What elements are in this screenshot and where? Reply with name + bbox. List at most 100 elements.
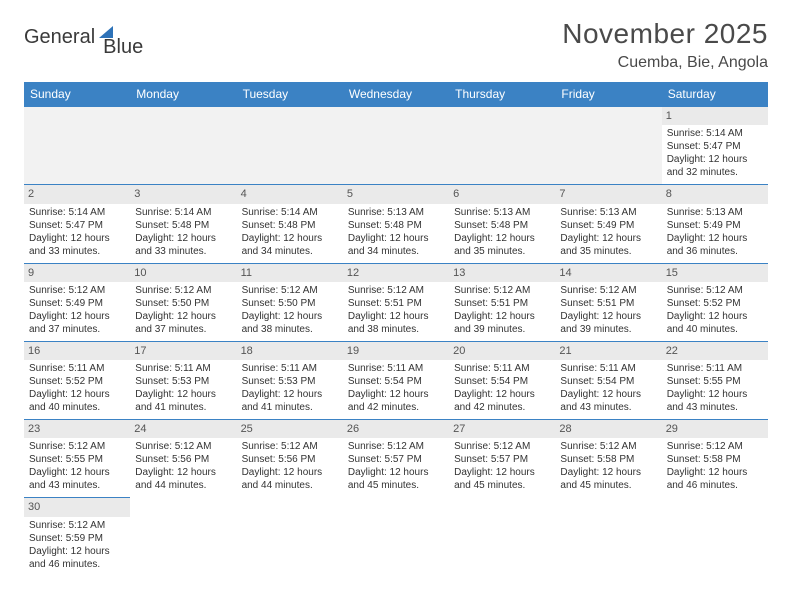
day-info-line: Daylight: 12 hours and 39 minutes.	[560, 310, 656, 336]
day-info-line: Sunrise: 5:14 AM	[667, 127, 763, 140]
day-info-line: Daylight: 12 hours and 40 minutes.	[667, 310, 763, 336]
calendar-cell-empty	[130, 498, 236, 576]
weekday-header: Thursday	[449, 82, 555, 107]
calendar-cell: 25Sunrise: 5:12 AMSunset: 5:56 PMDayligh…	[237, 420, 343, 498]
day-info-line: Sunset: 5:57 PM	[454, 453, 550, 466]
day-info-line: Sunset: 5:50 PM	[135, 297, 231, 310]
day-info-line: Daylight: 12 hours and 35 minutes.	[560, 232, 656, 258]
day-info-line: Daylight: 12 hours and 38 minutes.	[348, 310, 444, 336]
day-info-line: Daylight: 12 hours and 46 minutes.	[667, 466, 763, 492]
calendar-cell: 10 Sunrise: 5:12 AMSunset: 5:50 PMDayligh…	[130, 263, 236, 341]
day-number: 5	[343, 185, 449, 203]
calendar-cell: 18Sunrise: 5:11 AMSunset: 5:53 PMDayligh…	[237, 341, 343, 419]
calendar-cell: 7Sunrise: 5:13 AMSunset: 5:49 PMDaylight…	[555, 185, 661, 263]
day-number: 17	[130, 342, 236, 360]
calendar-cell: 27Sunrise: 5:12 AMSunset: 5:57 PMDayligh…	[449, 420, 555, 498]
day-number: 22	[662, 342, 768, 360]
calendar-cell-empty	[130, 107, 236, 185]
calendar-cell: 8Sunrise: 5:13 AMSunset: 5:49 PMDaylight…	[662, 185, 768, 263]
day-info-line: Daylight: 12 hours and 37 minutes.	[135, 310, 231, 336]
day-number: 14	[555, 264, 661, 282]
day-info-line: Sunset: 5:55 PM	[667, 375, 763, 388]
day-info-line: Daylight: 12 hours and 39 minutes.	[454, 310, 550, 336]
day-number: 13	[449, 264, 555, 282]
calendar-cell-empty	[24, 107, 130, 185]
weekday-header: Monday	[130, 82, 236, 107]
day-info-line: Sunrise: 5:12 AM	[135, 440, 231, 453]
day-number: 19	[343, 342, 449, 360]
day-info-line: Sunset: 5:56 PM	[135, 453, 231, 466]
calendar-cell: 2Sunrise: 5:14 AMSunset: 5:47 PMDaylight…	[24, 185, 130, 263]
day-info-line: Sunrise: 5:12 AM	[348, 284, 444, 297]
day-number: 12	[343, 264, 449, 282]
day-info-line: Daylight: 12 hours and 32 minutes.	[667, 153, 763, 179]
page-header: General Blue November 2025 Cuemba, Bie, …	[24, 18, 768, 72]
calendar-cell: 16Sunrise: 5:11 AMSunset: 5:52 PMDayligh…	[24, 341, 130, 419]
calendar-cell: 29Sunrise: 5:12 AMSunset: 5:58 PMDayligh…	[662, 420, 768, 498]
title-block: November 2025 Cuemba, Bie, Angola	[562, 18, 768, 72]
calendar-cell: 28Sunrise: 5:12 AMSunset: 5:58 PMDayligh…	[555, 420, 661, 498]
day-info-line: Daylight: 12 hours and 38 minutes.	[242, 310, 338, 336]
day-number: 23	[24, 420, 130, 438]
day-info-line: Sunset: 5:49 PM	[29, 297, 125, 310]
calendar-cell-empty	[237, 498, 343, 576]
day-info-line: Daylight: 12 hours and 45 minutes.	[348, 466, 444, 492]
day-info-line: Sunset: 5:47 PM	[29, 219, 125, 232]
day-number: 21	[555, 342, 661, 360]
day-info-line: Daylight: 12 hours and 45 minutes.	[454, 466, 550, 492]
calendar-cell: 11Sunrise: 5:12 AMSunset: 5:50 PMDayligh…	[237, 263, 343, 341]
day-number: 30	[24, 498, 130, 516]
day-info-line: Daylight: 12 hours and 42 minutes.	[454, 388, 550, 414]
day-info-line: Sunset: 5:52 PM	[667, 297, 763, 310]
day-info-line: Sunrise: 5:12 AM	[29, 519, 125, 532]
day-info-line: Sunrise: 5:11 AM	[667, 362, 763, 375]
calendar-cell: 20Sunrise: 5:11 AMSunset: 5:54 PMDayligh…	[449, 341, 555, 419]
day-info-line: Sunrise: 5:11 AM	[242, 362, 338, 375]
day-info-line: Daylight: 12 hours and 41 minutes.	[242, 388, 338, 414]
day-info-line: Sunset: 5:51 PM	[560, 297, 656, 310]
day-info-line: Sunset: 5:51 PM	[348, 297, 444, 310]
weekday-header: Friday	[555, 82, 661, 107]
day-info-line: Sunrise: 5:13 AM	[667, 206, 763, 219]
day-number: 10	[130, 264, 236, 282]
day-info-line: Sunrise: 5:12 AM	[667, 284, 763, 297]
calendar-cell: 1Sunrise: 5:14 AMSunset: 5:47 PMDaylight…	[662, 107, 768, 185]
day-info-line: Sunset: 5:48 PM	[454, 219, 550, 232]
day-info-line: Sunset: 5:54 PM	[454, 375, 550, 388]
calendar-cell: 19Sunrise: 5:11 AMSunset: 5:54 PMDayligh…	[343, 341, 449, 419]
logo-text-blue: Blue	[103, 36, 143, 59]
day-number: 15	[662, 264, 768, 282]
day-info-line: Daylight: 12 hours and 34 minutes.	[242, 232, 338, 258]
calendar-cell-empty	[237, 107, 343, 185]
day-info-line: Sunrise: 5:14 AM	[29, 206, 125, 219]
calendar-cell: 4Sunrise: 5:14 AMSunset: 5:48 PMDaylight…	[237, 185, 343, 263]
calendar-body: 1Sunrise: 5:14 AMSunset: 5:47 PMDaylight…	[24, 107, 768, 576]
day-number: 3	[130, 185, 236, 203]
day-info-line: Sunset: 5:49 PM	[560, 219, 656, 232]
logo: General Blue	[24, 26, 143, 49]
calendar-row: 16Sunrise: 5:11 AMSunset: 5:52 PMDayligh…	[24, 341, 768, 419]
day-info-line: Sunrise: 5:12 AM	[135, 284, 231, 297]
day-info-line: Daylight: 12 hours and 35 minutes.	[454, 232, 550, 258]
day-info-line: Sunrise: 5:14 AM	[135, 206, 231, 219]
day-info-line: Sunrise: 5:11 AM	[348, 362, 444, 375]
day-info-line: Sunrise: 5:12 AM	[560, 440, 656, 453]
day-info-line: Sunset: 5:48 PM	[242, 219, 338, 232]
weekday-header: Sunday	[24, 82, 130, 107]
calendar-cell: 24Sunrise: 5:12 AMSunset: 5:56 PMDayligh…	[130, 420, 236, 498]
day-info-line: Sunrise: 5:11 AM	[560, 362, 656, 375]
calendar-cell: 17Sunrise: 5:11 AMSunset: 5:53 PMDayligh…	[130, 341, 236, 419]
day-info-line: Daylight: 12 hours and 43 minutes.	[667, 388, 763, 414]
day-info-line: Sunset: 5:58 PM	[560, 453, 656, 466]
calendar-cell-empty	[555, 498, 661, 576]
day-info-line: Sunrise: 5:13 AM	[560, 206, 656, 219]
calendar-cell: 3Sunrise: 5:14 AMSunset: 5:48 PMDaylight…	[130, 185, 236, 263]
day-info-line: Daylight: 12 hours and 45 minutes.	[560, 466, 656, 492]
calendar-row: 2Sunrise: 5:14 AMSunset: 5:47 PMDaylight…	[24, 185, 768, 263]
day-number: 27	[449, 420, 555, 438]
day-info-line: Sunrise: 5:12 AM	[29, 284, 125, 297]
calendar-cell-empty	[343, 498, 449, 576]
location-text: Cuemba, Bie, Angola	[562, 54, 768, 72]
day-info-line: Sunrise: 5:13 AM	[348, 206, 444, 219]
day-info-line: Daylight: 12 hours and 42 minutes.	[348, 388, 444, 414]
